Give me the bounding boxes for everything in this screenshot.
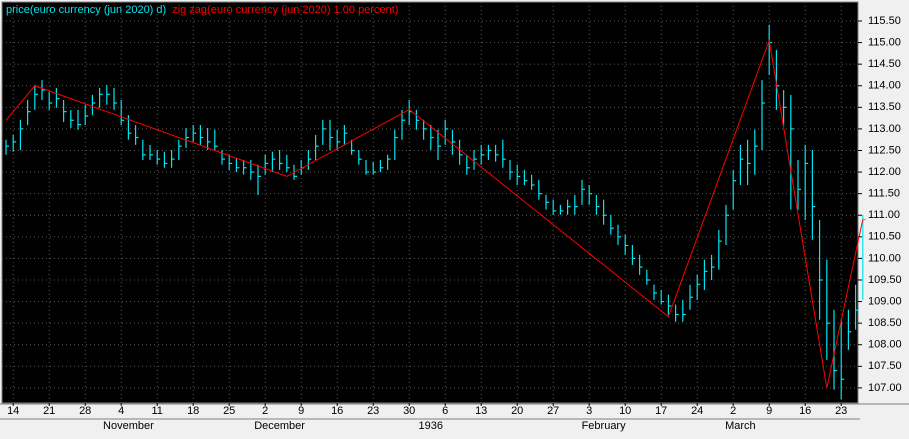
- y-tick-label: 107.00: [868, 382, 902, 394]
- x-tick-label: 24: [691, 405, 703, 417]
- y-tick-label: 108.50: [868, 317, 902, 329]
- y-tick-label: 114.00: [868, 80, 901, 92]
- x-tick-label: 14: [7, 405, 19, 417]
- month-label: February: [582, 420, 627, 432]
- y-tick-label: 112.50: [868, 144, 901, 156]
- x-tick-label: 25: [223, 405, 235, 417]
- x-tick-label: 23: [367, 405, 379, 417]
- zigzag-line: [5, 38, 864, 388]
- x-tick-label: 21: [43, 405, 55, 417]
- x-tick-label: 16: [331, 405, 343, 417]
- legend-zigzag: zig zag(euro currency (jun 2020) 1.00 pe…: [172, 4, 398, 16]
- x-tick-label: 27: [547, 405, 559, 417]
- x-tick-label: 9: [766, 405, 772, 417]
- y-tick-label: 113.50: [868, 101, 901, 113]
- y-tick-label: 114.50: [868, 58, 901, 70]
- x-tick-label: 3: [586, 405, 592, 417]
- x-tick-label: 23: [835, 405, 847, 417]
- y-tick-label: 111.50: [868, 188, 900, 200]
- month-label: March: [725, 420, 756, 432]
- plot-area: [1, 1, 859, 404]
- x-tick-label: 18: [187, 405, 199, 417]
- x-tick-label: 2: [262, 405, 268, 417]
- x-tick-label: 11: [151, 405, 162, 417]
- y-tick-label: 108.00: [868, 339, 902, 351]
- x-tick-label: 30: [403, 405, 415, 417]
- x-tick-label: 4: [118, 405, 124, 417]
- y-tick-label: 111.00: [868, 209, 900, 221]
- x-tick-label: 20: [511, 405, 523, 417]
- y-tick-label: 115.00: [868, 36, 901, 48]
- x-tick-label: 17: [655, 405, 667, 417]
- y-tick-label: 109.00: [868, 295, 902, 307]
- x-tick-label: 2: [730, 405, 736, 417]
- y-tick-label: 109.50: [868, 274, 902, 286]
- x-tick-label: 13: [475, 405, 487, 417]
- month-label: 1936: [419, 420, 443, 432]
- y-tick-label: 110.50: [868, 231, 901, 243]
- legend-price: price(euro currency (jun 2020) d): [6, 4, 166, 16]
- y-tick-label: 107.50: [868, 360, 902, 372]
- y-tick-label: 112.00: [868, 166, 901, 178]
- y-tick-label: 110.00: [868, 252, 901, 264]
- x-tick-label: 16: [799, 405, 811, 417]
- y-tick-label: 115.50: [868, 15, 901, 27]
- month-label: November: [103, 420, 154, 432]
- x-tick-label: 6: [442, 405, 448, 417]
- month-label: December: [254, 420, 305, 432]
- x-tick-label: 9: [298, 405, 304, 417]
- x-tick-label: 28: [79, 405, 91, 417]
- y-tick-label: 113.00: [868, 123, 901, 135]
- x-tick-label: 10: [619, 405, 631, 417]
